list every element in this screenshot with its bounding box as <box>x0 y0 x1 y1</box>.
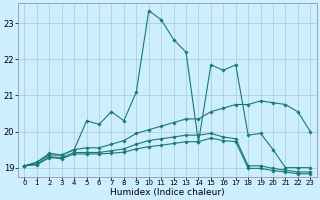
X-axis label: Humidex (Indice chaleur): Humidex (Indice chaleur) <box>110 188 225 197</box>
